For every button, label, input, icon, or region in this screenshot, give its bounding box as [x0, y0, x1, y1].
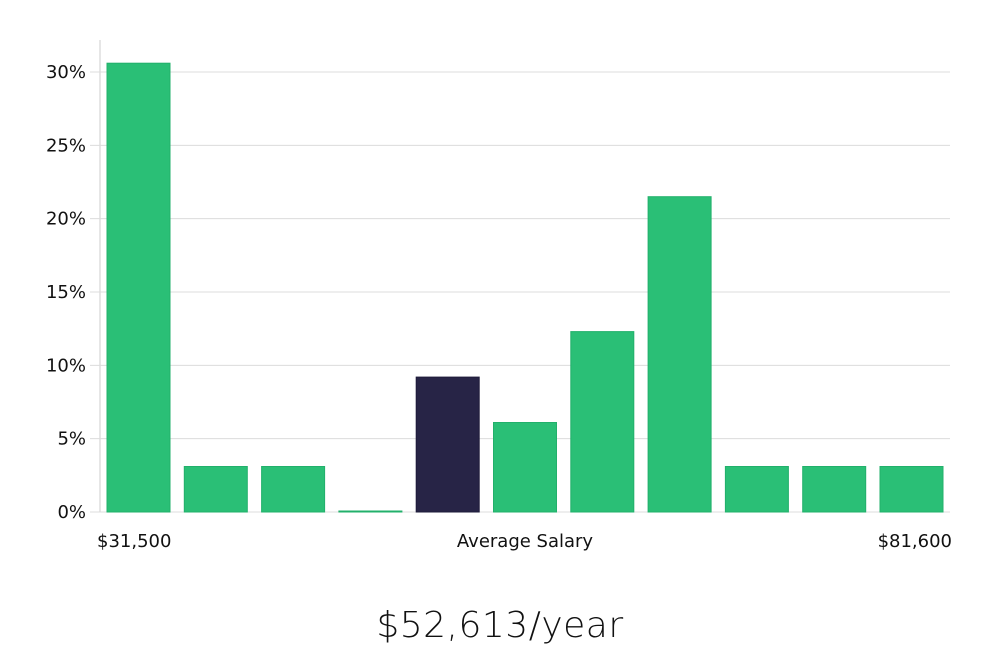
y-tick-label-25: 25% — [46, 135, 86, 156]
y-tick-label-5: 5% — [57, 429, 86, 450]
bar-5 — [493, 422, 557, 513]
bar-6 — [570, 331, 635, 513]
y-tick-label-15: 15% — [46, 282, 86, 303]
y-tick-label-30: 30% — [46, 62, 86, 83]
bar-0 — [106, 62, 171, 513]
chart-svg: 0% 5% 10% 15% 20% 25% 30% $31,500 Average Salary… — [46, 40, 952, 552]
bar-9 — [802, 466, 867, 513]
y-tick-label-20: 20% — [46, 209, 86, 230]
x-min-label: $31,500 — [97, 531, 171, 552]
x-max-label: $81,600 — [878, 531, 952, 552]
bar-1 — [183, 466, 248, 513]
bar-10 — [879, 466, 944, 513]
bar-highlighted-4 — [415, 376, 480, 513]
y-tick-label-10: 10% — [46, 355, 86, 376]
bar-2 — [261, 466, 326, 513]
x-axis-label: Average Salary — [457, 531, 594, 552]
y-tick-label-0: 0% — [57, 502, 86, 523]
bar-7 — [647, 196, 712, 513]
salary-distribution-chart: 0% 5% 10% 15% 20% 25% 30% $31,500 Average Salary… — [46, 40, 952, 552]
average-salary-value: $52,613/year — [376, 605, 624, 646]
bar-3 — [338, 510, 403, 513]
bar-8 — [724, 466, 789, 513]
